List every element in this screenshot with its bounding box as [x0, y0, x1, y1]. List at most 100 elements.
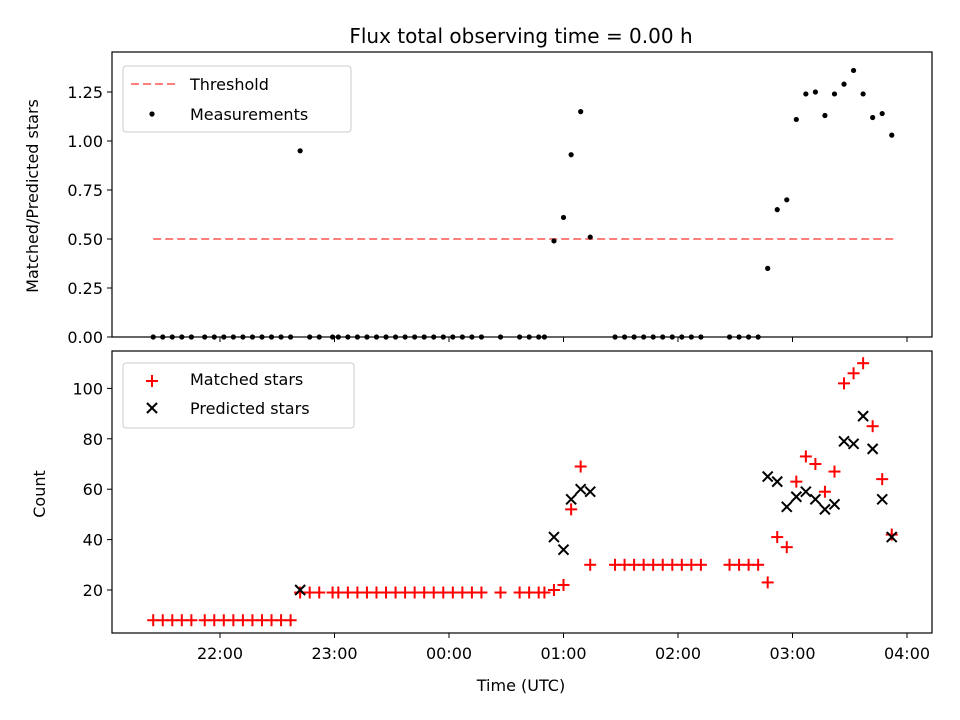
matched-star-point [838, 377, 851, 390]
measurement-point [587, 234, 593, 240]
matched-legend-swatch [146, 375, 158, 387]
top-legend-box [122, 65, 352, 133]
top-y-tick-label: 0.75 [67, 181, 103, 200]
predicted-star-point [565, 493, 577, 505]
matched-star-point [475, 586, 488, 599]
predicted-star-point [819, 503, 831, 516]
threshold-legend-label: Threshold [189, 75, 269, 94]
x-axis-title: Time (UTC) [476, 676, 565, 695]
matched-star-point [313, 586, 326, 599]
predicted-star-point [866, 443, 879, 455]
predicted-star-point [857, 410, 869, 422]
matched-star-point [866, 420, 879, 433]
measurement-point [822, 112, 828, 119]
bottom-y-axis-title: Count [30, 470, 49, 518]
matched-star-point [809, 458, 822, 470]
measurement-point [765, 265, 771, 271]
predicted-legend-label: Predicted stars [190, 399, 310, 418]
measurement-point [560, 214, 567, 221]
bottom-y-tick-label: 60 [83, 480, 103, 499]
predicted-star-point [790, 491, 803, 503]
matched-star-point [185, 614, 198, 627]
predicted-star-point [828, 498, 841, 511]
matched-star-point [847, 367, 860, 380]
predicted-star-point [771, 475, 783, 488]
measurement-point [551, 238, 557, 244]
matched-star-point [574, 460, 587, 473]
matched-star-point [818, 485, 831, 498]
bottom-y-tick-label: 40 [83, 531, 103, 550]
predicted-star-point [809, 493, 822, 505]
measurement-point [879, 110, 885, 117]
predicted-star-point [838, 435, 850, 448]
measurement-point [297, 148, 303, 154]
matched-star-point [790, 475, 803, 488]
predicted-star-point [847, 438, 860, 450]
matched-star-point [752, 558, 765, 571]
predicted-star-point [574, 483, 587, 495]
predicted-star-point [886, 531, 898, 543]
measurement-point [889, 132, 895, 138]
top-y-tick-label: 0.50 [67, 230, 103, 249]
matched-star-point [565, 503, 578, 516]
top-y-tick-label: 0.25 [67, 279, 103, 298]
predicted-star-point [876, 493, 888, 505]
matched-star-point [828, 465, 841, 478]
measurement-point [812, 89, 819, 95]
matched-star-point [494, 586, 507, 599]
matched-star-points [147, 357, 898, 627]
measurement-point [850, 67, 857, 74]
bottom-y-tick-label: 80 [83, 430, 103, 449]
chart-title: Flux total observing time = 0.00 h [349, 24, 692, 48]
measurement-point [841, 81, 847, 87]
matched-star-point [780, 541, 793, 554]
measurement-point [870, 114, 876, 121]
bottom-y-tick-label: 100 [72, 379, 103, 398]
bottom-y-ticks: 20 40 60 80 100 [72, 379, 112, 600]
measurements-legend-label: Measurements [190, 105, 308, 124]
x-tick-label: 23:00 [311, 644, 357, 663]
top-legend: Threshold Measurements [122, 65, 352, 133]
measurement-point [774, 207, 780, 213]
matched-star-point [557, 578, 570, 591]
top-y-tick-label: 1.00 [67, 132, 103, 151]
x-tick-label: 01:00 [540, 644, 586, 663]
matched-star-point [584, 558, 597, 571]
top-axes-frame [111, 51, 933, 338]
matched-star-point [284, 614, 297, 627]
matched-star-point [538, 586, 551, 599]
matched-star-point [761, 576, 774, 589]
predicted-legend-swatch [146, 402, 158, 414]
measurement-point [784, 197, 790, 203]
matched-legend-label: Matched stars [190, 370, 303, 389]
x-tick-label: 04:00 [884, 644, 930, 663]
measurement-point [578, 109, 584, 115]
predicted-star-point [761, 470, 774, 483]
measurement-point [803, 91, 809, 97]
measurement-point [831, 91, 838, 97]
predicted-star-point [548, 531, 560, 543]
predicted-star-point [294, 584, 306, 596]
bottom-y-tick-label: 20 [83, 581, 103, 600]
measurements-legend-swatch [149, 111, 155, 117]
top-y-ticks: 0.00 0.25 0.50 0.75 1.00 1.25 [67, 83, 112, 347]
x-tick-label: 03:00 [769, 644, 815, 663]
bottom-x-ticks: 22:00 23:00 00:00 01:00 02:00 03:00 04:00 [197, 633, 930, 663]
matched-star-point [547, 584, 560, 596]
matched-star-point [876, 473, 889, 486]
top-y-axis-title: Matched/Predicted stars [23, 99, 42, 293]
predicted-star-point [557, 543, 570, 556]
top-y-tick-label: 1.25 [67, 83, 103, 102]
x-tick-label: 22:00 [197, 644, 243, 663]
top-y-tick-label: 0.00 [67, 328, 103, 347]
top-panel: Flux total observing time = 0.00 h 0.000… [23, 24, 933, 347]
predicted-star-points [294, 410, 898, 596]
matched-star-point [694, 558, 707, 571]
matched-star-point [857, 357, 870, 370]
bottom-panel: 20 40 60 80 100 22:00 23:00 00:00 01:00 02:00 03:… [30, 350, 933, 695]
bottom-axes-frame [111, 350, 933, 634]
matched-star-point [771, 531, 784, 544]
measurement-point [793, 116, 799, 123]
x-tick-label: 02:00 [655, 644, 701, 663]
